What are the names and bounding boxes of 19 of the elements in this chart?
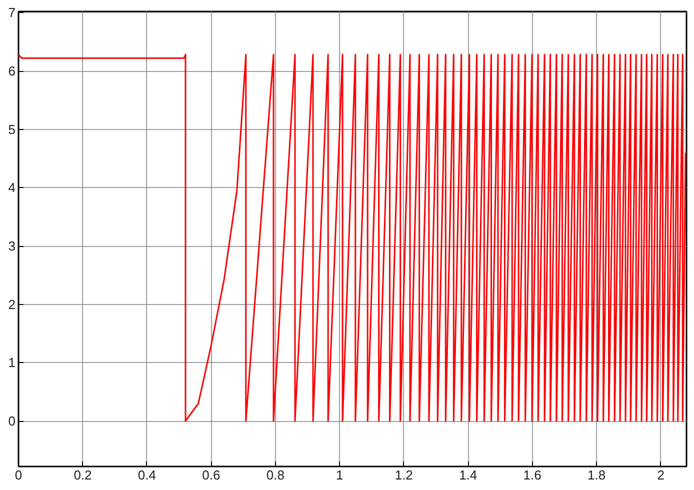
x-tick-label: 1.4 xyxy=(459,468,478,482)
x-tick-label: 1.6 xyxy=(523,468,542,482)
y-tick-label: 3 xyxy=(8,238,16,254)
x-tick-label: 1.8 xyxy=(588,468,606,482)
y-tick-label: 1 xyxy=(8,355,16,370)
x-tick-label: 0.8 xyxy=(266,468,284,482)
line-series xyxy=(18,54,686,422)
y-tick-label: 5 xyxy=(8,122,16,137)
y-tick-label: 2 xyxy=(8,296,16,312)
x-tick-label: 1.2 xyxy=(394,468,413,482)
x-tick-label: 1 xyxy=(336,468,344,482)
x-tick-label: 0.2 xyxy=(74,468,92,482)
x-tick-label: 0.6 xyxy=(202,468,220,482)
y-tick-label: 7 xyxy=(8,5,16,20)
x-tick-label: 2 xyxy=(657,468,664,482)
y-tick-label: 0 xyxy=(8,414,16,428)
x-tick-label: 0.4 xyxy=(138,468,156,482)
y-tick-label: 4 xyxy=(8,180,16,196)
y-tick-label: 6 xyxy=(8,64,16,78)
